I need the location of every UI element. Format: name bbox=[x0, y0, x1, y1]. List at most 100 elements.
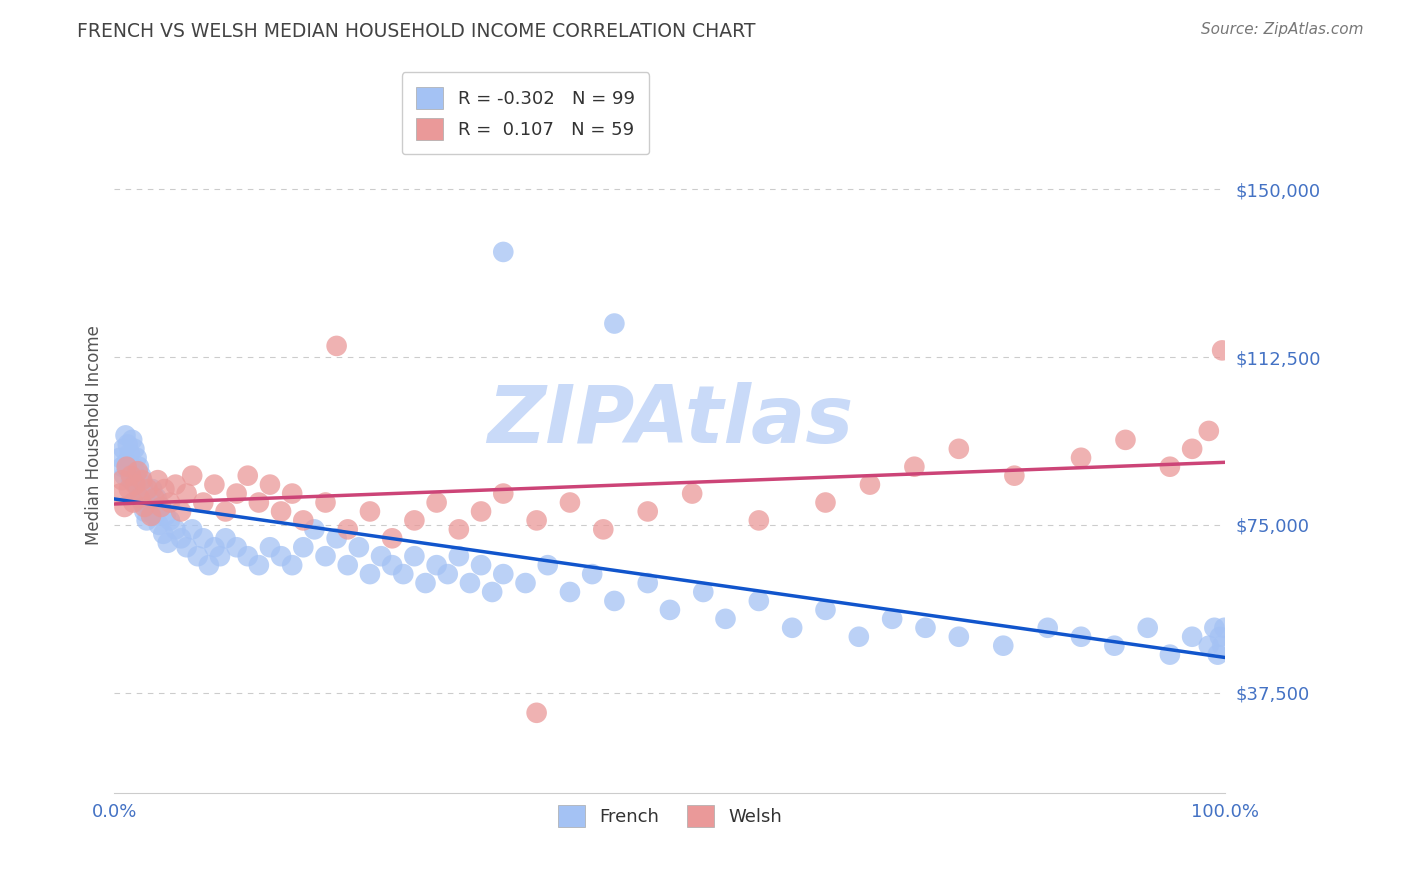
Point bbox=[170, 504, 193, 518]
Point bbox=[1036, 621, 1059, 635]
Point bbox=[159, 513, 181, 527]
Point bbox=[1159, 459, 1181, 474]
Text: FRENCH VS WELSH MEDIAN HOUSEHOLD INCOME CORRELATION CHART: FRENCH VS WELSH MEDIAN HOUSEHOLD INCOME … bbox=[77, 22, 756, 41]
Point bbox=[1211, 343, 1233, 358]
Point bbox=[120, 468, 142, 483]
Point bbox=[426, 558, 449, 573]
Point bbox=[114, 428, 136, 442]
Point bbox=[115, 455, 138, 469]
Point bbox=[292, 541, 315, 555]
Point bbox=[359, 567, 381, 582]
Point bbox=[150, 500, 173, 514]
Point bbox=[914, 621, 936, 635]
Point bbox=[692, 585, 714, 599]
Point bbox=[112, 468, 135, 483]
Y-axis label: Median Household Income: Median Household Income bbox=[86, 326, 103, 545]
Point bbox=[121, 433, 143, 447]
Point bbox=[315, 495, 337, 509]
Point bbox=[129, 486, 152, 500]
Point bbox=[993, 639, 1015, 653]
Point bbox=[1209, 630, 1232, 644]
Point bbox=[108, 450, 131, 465]
Point bbox=[155, 508, 177, 523]
Point bbox=[181, 522, 204, 536]
Point bbox=[714, 612, 737, 626]
Point bbox=[603, 594, 626, 608]
Point bbox=[259, 541, 281, 555]
Point bbox=[336, 558, 359, 573]
Point bbox=[176, 486, 198, 500]
Point bbox=[304, 522, 326, 536]
Point bbox=[404, 513, 426, 527]
Point bbox=[156, 535, 179, 549]
Point bbox=[170, 531, 193, 545]
Point bbox=[135, 513, 157, 527]
Point bbox=[515, 576, 537, 591]
Point bbox=[131, 495, 153, 509]
Point bbox=[1159, 648, 1181, 662]
Point bbox=[558, 585, 581, 599]
Point bbox=[131, 473, 153, 487]
Point bbox=[948, 442, 970, 456]
Point bbox=[176, 541, 198, 555]
Point bbox=[128, 459, 150, 474]
Point bbox=[165, 477, 187, 491]
Point bbox=[136, 495, 159, 509]
Point bbox=[124, 442, 146, 456]
Point bbox=[581, 567, 603, 582]
Point bbox=[236, 468, 259, 483]
Point bbox=[903, 459, 925, 474]
Point bbox=[214, 504, 236, 518]
Point bbox=[748, 594, 770, 608]
Point bbox=[658, 603, 681, 617]
Point bbox=[814, 495, 837, 509]
Point bbox=[125, 450, 148, 465]
Point bbox=[481, 585, 503, 599]
Point bbox=[187, 549, 209, 564]
Point bbox=[181, 468, 204, 483]
Point bbox=[214, 531, 236, 545]
Point bbox=[108, 486, 131, 500]
Point bbox=[115, 459, 138, 474]
Point bbox=[198, 558, 221, 573]
Point bbox=[1198, 639, 1220, 653]
Point bbox=[122, 459, 145, 474]
Point bbox=[1002, 468, 1025, 483]
Point bbox=[1104, 639, 1126, 653]
Point bbox=[637, 576, 659, 591]
Point bbox=[127, 477, 149, 491]
Point bbox=[859, 477, 882, 491]
Point bbox=[381, 558, 404, 573]
Point bbox=[592, 522, 614, 536]
Point bbox=[948, 630, 970, 644]
Point bbox=[848, 630, 870, 644]
Point bbox=[814, 603, 837, 617]
Point bbox=[492, 244, 515, 259]
Point bbox=[325, 531, 347, 545]
Point bbox=[426, 495, 449, 509]
Point bbox=[325, 339, 347, 353]
Point bbox=[359, 504, 381, 518]
Point bbox=[526, 706, 548, 720]
Point bbox=[118, 464, 141, 478]
Point bbox=[112, 442, 135, 456]
Point bbox=[139, 508, 162, 523]
Point bbox=[112, 500, 135, 514]
Point bbox=[1181, 630, 1204, 644]
Point bbox=[681, 486, 703, 500]
Point bbox=[146, 473, 169, 487]
Point bbox=[118, 482, 141, 496]
Point bbox=[193, 495, 215, 509]
Point bbox=[236, 549, 259, 564]
Point bbox=[1206, 648, 1229, 662]
Point bbox=[780, 621, 803, 635]
Point bbox=[1204, 621, 1226, 635]
Point bbox=[259, 477, 281, 491]
Point bbox=[404, 549, 426, 564]
Point bbox=[748, 513, 770, 527]
Point bbox=[122, 495, 145, 509]
Point bbox=[436, 567, 458, 582]
Point bbox=[134, 500, 156, 514]
Point bbox=[124, 477, 146, 491]
Point bbox=[152, 526, 174, 541]
